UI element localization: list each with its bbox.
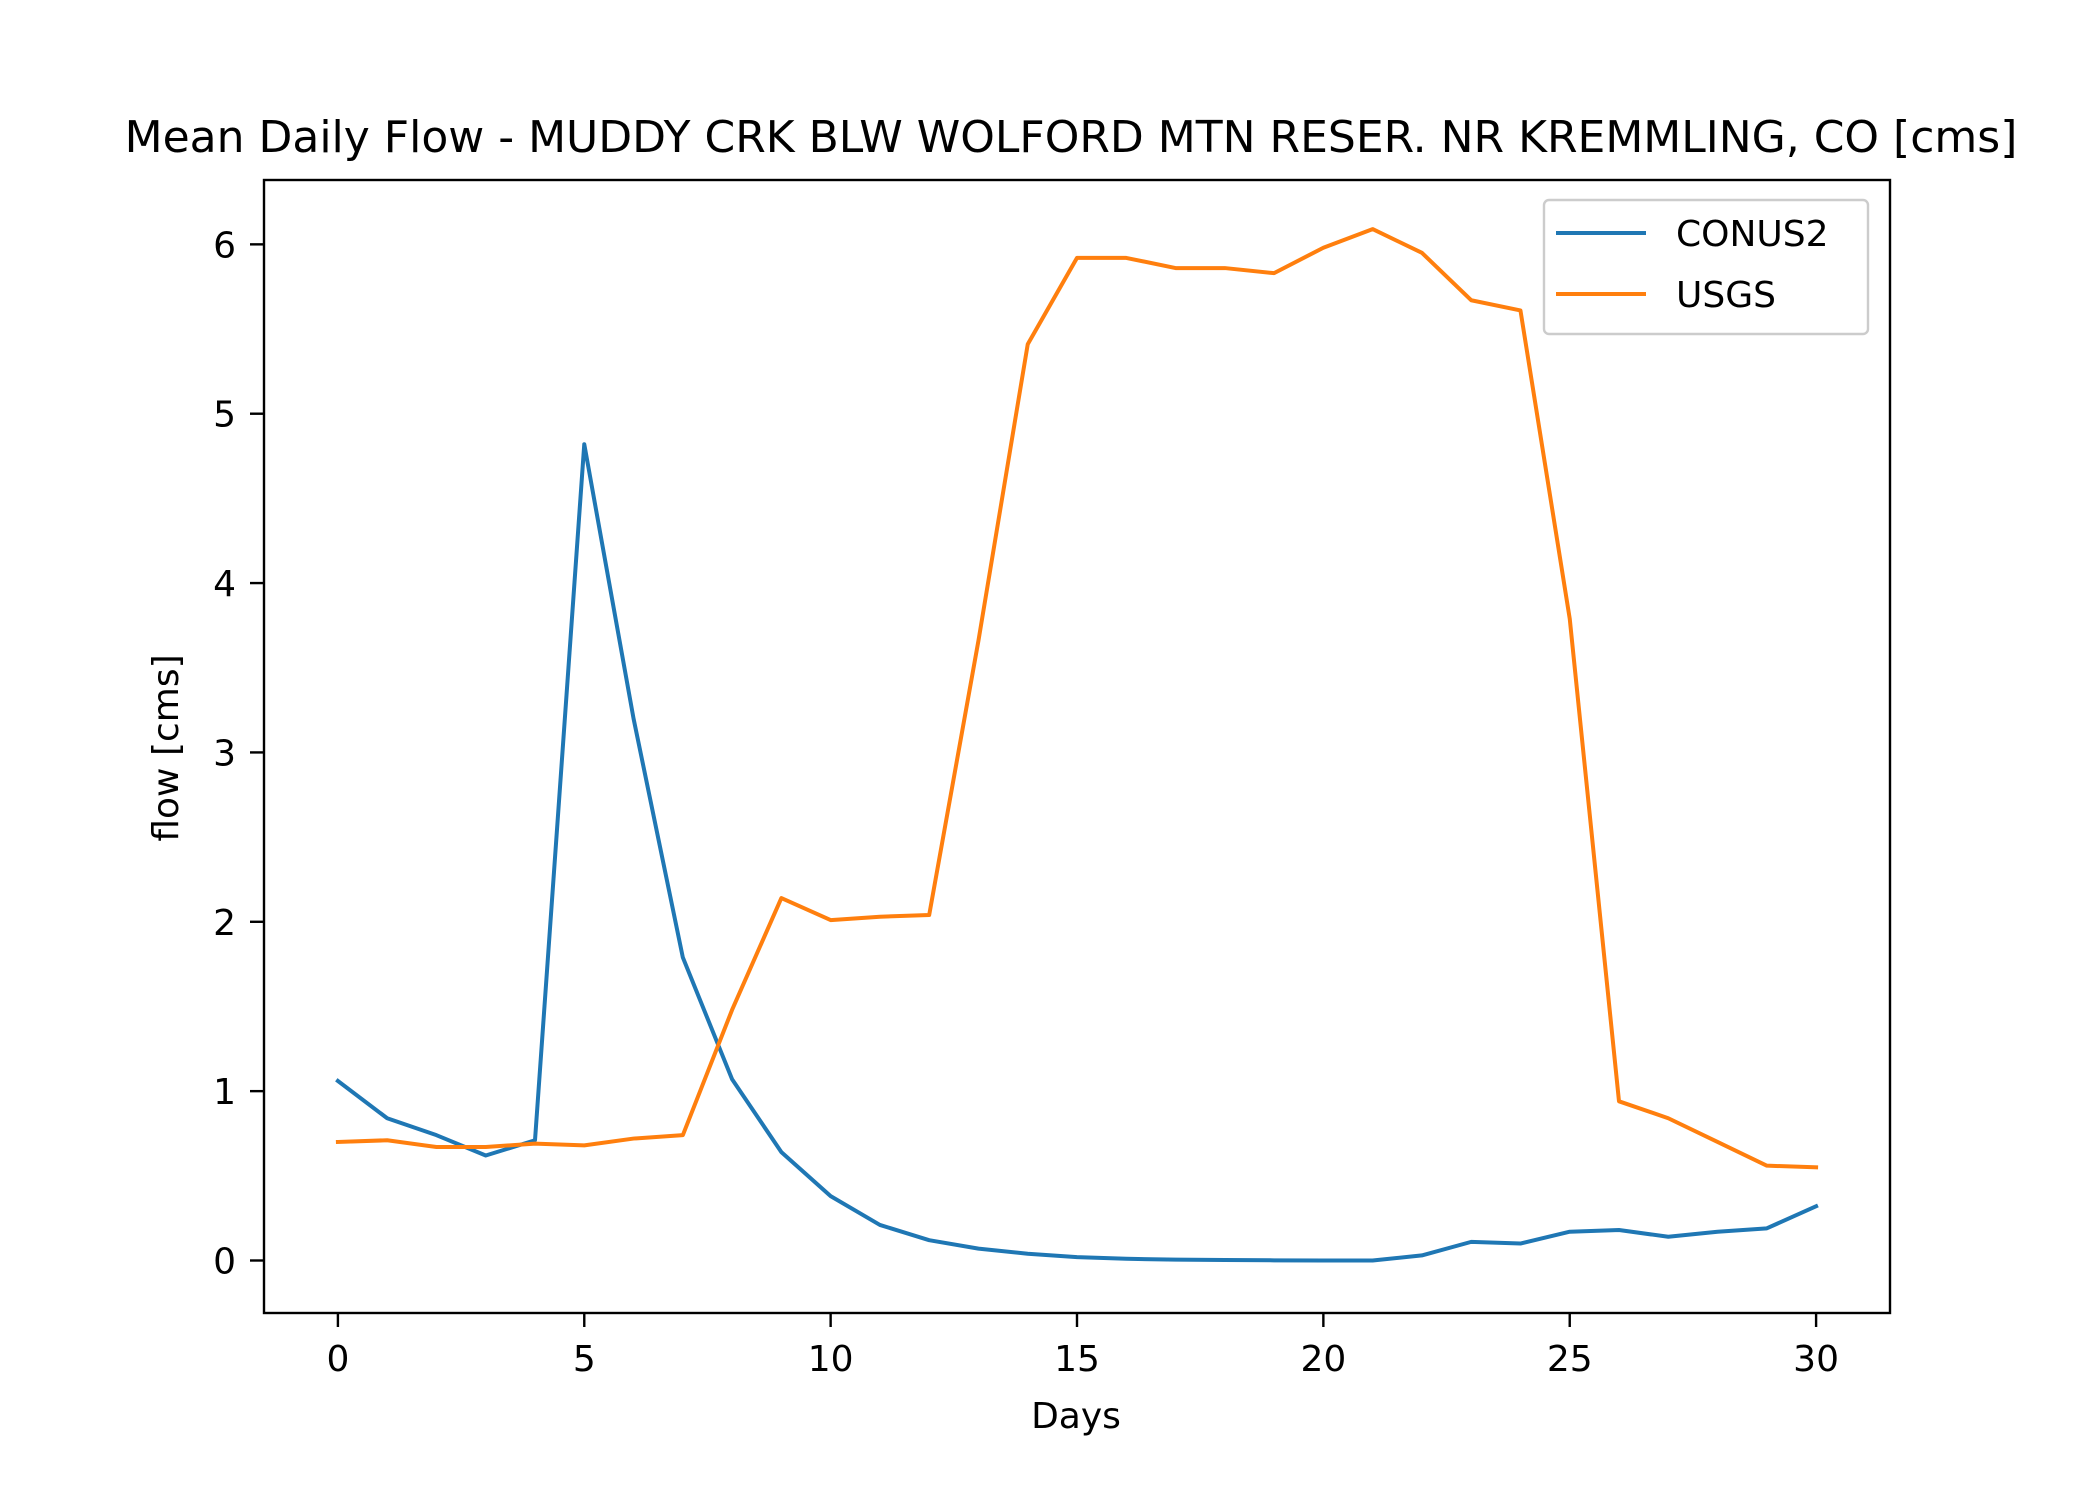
x-tick-label: 25 (1547, 1339, 1593, 1380)
plot-frame (262, 178, 1892, 1315)
y-tick-label: 0 (213, 1241, 236, 1282)
x-tick-label: 30 (1793, 1339, 1839, 1380)
legend-label-conus2: CONUS2 (1676, 214, 1829, 255)
y-tick-label: 6 (213, 225, 236, 266)
series-line-usgs (335, 227, 1819, 1170)
y-axis-label: flow [cms] (146, 654, 187, 841)
x-axis: 0 5 10 15 20 25 30 (326, 1313, 1839, 1380)
legend-label-usgs: USGS (1676, 275, 1776, 316)
y-tick-label: 3 (213, 733, 236, 774)
plot-area (335, 227, 1819, 1263)
y-tick-label: 2 (213, 903, 236, 944)
y-tick-label: 1 (213, 1072, 236, 1113)
y-axis: 0 1 2 3 4 5 6 (213, 225, 264, 1282)
x-tick-label: 20 (1300, 1339, 1346, 1380)
chart-title: Mean Daily Flow - MUDDY CRK BLW WOLFORD … (125, 112, 2018, 163)
legend: CONUS2 USGS (1542, 198, 1870, 336)
y-tick-label: 4 (213, 564, 236, 605)
x-tick-label: 15 (1054, 1339, 1100, 1380)
x-tick-label: 5 (573, 1339, 596, 1380)
y-tick-label: 5 (213, 395, 236, 436)
x-tick-label: 10 (808, 1339, 854, 1380)
x-axis-label: Days (1031, 1396, 1121, 1437)
series-line-conus2 (335, 442, 1819, 1263)
x-tick-label: 0 (326, 1339, 349, 1380)
